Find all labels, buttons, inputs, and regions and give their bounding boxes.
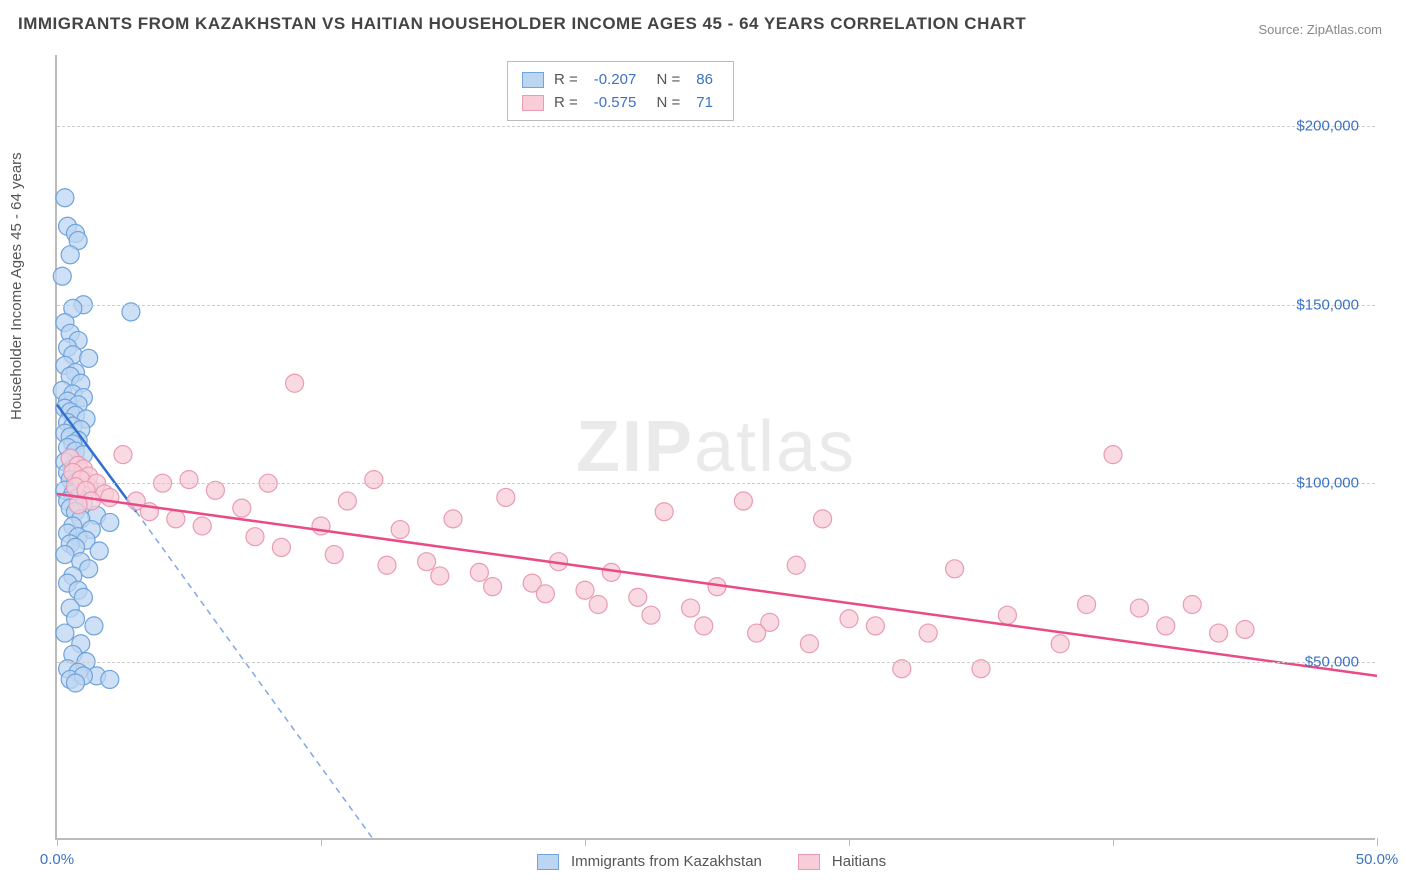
y-tick-label: $200,000 — [1296, 118, 1359, 135]
data-point — [1210, 624, 1228, 642]
trend-line — [57, 494, 1377, 676]
data-point — [56, 624, 74, 642]
legend-label-kazakhstan: Immigrants from Kazakhstan — [571, 853, 762, 870]
data-point — [378, 556, 396, 574]
data-point — [748, 624, 766, 642]
x-tick — [1377, 838, 1378, 846]
x-tick — [585, 838, 586, 846]
data-point — [233, 499, 251, 517]
legend-stats-row-2: R = -0.575 N = 71 — [522, 91, 719, 114]
grid-line — [57, 126, 1375, 127]
y-tick-label: $150,000 — [1296, 296, 1359, 313]
x-tick-label: 0.0% — [40, 851, 74, 868]
data-point — [642, 606, 660, 624]
data-point — [101, 488, 119, 506]
data-point — [800, 635, 818, 653]
data-point — [193, 517, 211, 535]
legend-bottom: Immigrants from Kazakhstan Haitians — [537, 853, 910, 870]
x-tick — [1113, 838, 1114, 846]
data-point — [80, 349, 98, 367]
data-point — [536, 585, 554, 603]
data-point — [589, 596, 607, 614]
data-point — [1183, 596, 1201, 614]
chart-svg — [57, 55, 1375, 838]
legend-r-label: R = — [554, 94, 578, 111]
legend-stats-row-1: R = -0.207 N = 86 — [522, 68, 719, 91]
data-point — [576, 581, 594, 599]
y-axis-label: Householder Income Ages 45 - 64 years — [8, 152, 25, 420]
data-point — [1236, 620, 1254, 638]
data-point — [391, 521, 409, 539]
data-point — [629, 588, 647, 606]
data-point — [1130, 599, 1148, 617]
data-point — [1104, 446, 1122, 464]
plot-area: ZIPatlas R = -0.207 N = 86 R = -0.575 N … — [55, 55, 1375, 840]
x-tick — [57, 838, 58, 846]
legend-n-value-2: 71 — [696, 94, 713, 111]
x-tick-label: 50.0% — [1356, 851, 1399, 868]
data-point — [497, 488, 515, 506]
data-point — [1078, 596, 1096, 614]
data-point — [866, 617, 884, 635]
data-point — [101, 513, 119, 531]
grid-line — [57, 305, 1375, 306]
data-point — [167, 510, 185, 528]
data-point — [246, 528, 264, 546]
data-point — [840, 610, 858, 628]
source-attribution: Source: ZipAtlas.com — [1258, 22, 1382, 37]
data-point — [61, 246, 79, 264]
data-point — [85, 617, 103, 635]
legend-n-value-1: 86 — [696, 71, 713, 88]
data-point — [431, 567, 449, 585]
data-point — [338, 492, 356, 510]
data-point — [101, 670, 119, 688]
data-point — [998, 606, 1016, 624]
x-tick — [321, 838, 322, 846]
y-tick-label: $100,000 — [1296, 475, 1359, 492]
data-point — [325, 546, 343, 564]
data-point — [734, 492, 752, 510]
data-point — [1157, 617, 1175, 635]
data-point — [814, 510, 832, 528]
data-point — [418, 553, 436, 571]
legend-r-value-1: -0.207 — [594, 71, 637, 88]
grid-line — [57, 483, 1375, 484]
legend-swatch-haitians-icon — [522, 95, 544, 111]
data-point — [90, 542, 108, 560]
legend-label-haitians: Haitians — [832, 853, 886, 870]
grid-line — [57, 662, 1375, 663]
data-point — [682, 599, 700, 617]
legend-n-label: N = — [652, 94, 680, 111]
data-point — [1051, 635, 1069, 653]
y-tick-label: $50,000 — [1305, 653, 1359, 670]
legend-r-value-2: -0.575 — [594, 94, 637, 111]
data-point — [919, 624, 937, 642]
chart-container: IMMIGRANTS FROM KAZAKHSTAN VS HAITIAN HO… — [0, 0, 1406, 892]
legend-swatch-haitians-icon — [798, 854, 820, 870]
chart-title: IMMIGRANTS FROM KAZAKHSTAN VS HAITIAN HO… — [18, 14, 1026, 34]
data-point — [272, 538, 290, 556]
data-point — [53, 267, 71, 285]
data-point — [946, 560, 964, 578]
data-point — [56, 189, 74, 207]
data-point — [787, 556, 805, 574]
data-point — [286, 374, 304, 392]
data-point — [470, 563, 488, 581]
legend-swatch-kazakhstan-icon — [537, 854, 559, 870]
data-point — [114, 446, 132, 464]
legend-swatch-kazakhstan-icon — [522, 72, 544, 88]
legend-r-label: R = — [554, 71, 578, 88]
data-point — [695, 617, 713, 635]
legend-stats: R = -0.207 N = 86 R = -0.575 N = 71 — [507, 61, 734, 121]
data-point — [66, 674, 84, 692]
data-point — [444, 510, 462, 528]
legend-n-label: N = — [652, 71, 680, 88]
data-point — [484, 578, 502, 596]
x-tick — [849, 838, 850, 846]
data-point — [180, 471, 198, 489]
data-point — [365, 471, 383, 489]
data-point — [655, 503, 673, 521]
